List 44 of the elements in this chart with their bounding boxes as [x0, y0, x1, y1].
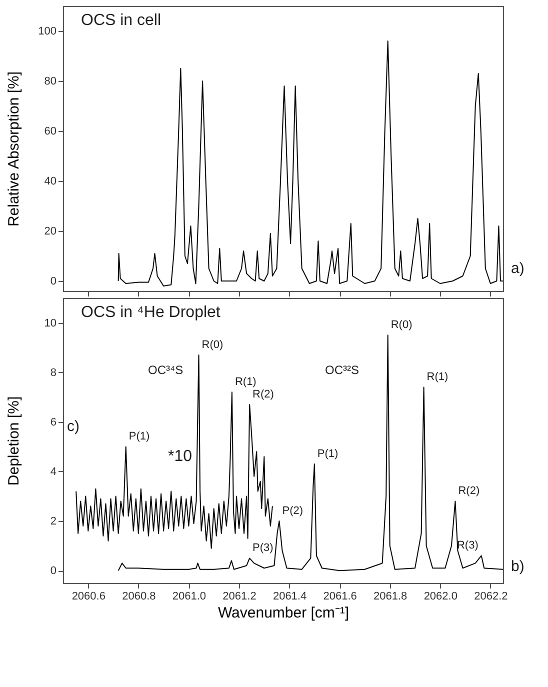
annotation: *10 [168, 448, 192, 465]
y-tick-label: 4 [50, 466, 56, 478]
y-tick-label: 80 [44, 76, 56, 88]
y-tick-label: 40 [44, 176, 56, 188]
annotation: R(1) [234, 376, 256, 388]
y-axis-title: Depletion [%] [6, 396, 22, 486]
y-tick-label: 60 [44, 126, 56, 138]
x-tick-label: 2061.6 [323, 590, 357, 602]
x-tick-label: 2062.2 [474, 590, 508, 602]
line-series [118, 40, 503, 286]
annotation: OCS in ⁴He Droplet [81, 304, 221, 321]
y-tick-label: 0 [50, 276, 56, 288]
annotation: R(0) [202, 339, 224, 351]
y-axis-title: Relative Absorption [%] [6, 71, 22, 227]
annotation: P(1) [128, 430, 150, 443]
x-tick-label: 2060.8 [122, 590, 156, 602]
annotation: P(3) [252, 542, 274, 554]
y-tick-label: 10 [44, 317, 56, 330]
y-tick-label: 8 [50, 366, 56, 379]
x-axis-title: Wavenumber [cm⁻¹] [218, 604, 350, 622]
x-tick-label: 2061.8 [374, 590, 408, 602]
y-tick-label: 0 [50, 565, 56, 578]
annotation: OC³⁴S [148, 363, 184, 377]
x-tick-label: 2061.0 [172, 590, 206, 602]
annotation: P(1) [317, 448, 338, 460]
line-series [118, 334, 503, 572]
x-tick-label: 2062.0 [424, 590, 458, 602]
annotation: P(2) [282, 505, 304, 518]
annotation: R(1) [426, 371, 448, 384]
y-tick-label: 20 [44, 226, 56, 238]
y-tick-label: 100 [38, 26, 56, 38]
x-tick-label: 2061.4 [272, 590, 307, 602]
annotation: OCS in cell [81, 12, 162, 29]
annotation: c) [67, 418, 80, 435]
y-tick-label: 2 [50, 516, 56, 528]
annotation: R(0) [390, 319, 412, 332]
y-tick-label: 6 [50, 416, 56, 428]
annotation: OC³²S [325, 363, 359, 377]
text: a) [511, 260, 524, 277]
x-tick-label: 2060.6 [72, 590, 106, 602]
text: b) [511, 558, 524, 575]
annotation: R(2) [252, 388, 274, 401]
x-tick-label: 2061.2 [222, 590, 256, 602]
annotation: R(2) [458, 485, 480, 498]
